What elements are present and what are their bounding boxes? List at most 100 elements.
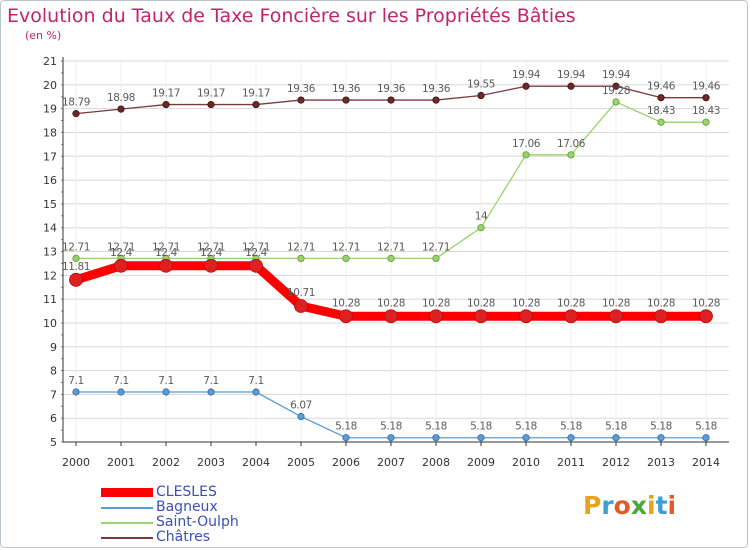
data-label: 19.55 bbox=[467, 79, 495, 91]
data-label: 12.4 bbox=[200, 247, 222, 259]
x-tick-label: 2003 bbox=[197, 456, 225, 469]
data-point bbox=[207, 388, 215, 396]
data-label: 19.17 bbox=[242, 88, 270, 100]
grid: 5 6 7 8 9 10 11 12 13 14 15 16 17 18 19 20 21 bbox=[43, 55, 729, 449]
data-point bbox=[702, 94, 710, 102]
data-label: 5.18 bbox=[470, 421, 492, 433]
x-tick-label: 2013 bbox=[647, 456, 675, 469]
data-label: 17.06 bbox=[512, 138, 541, 150]
x-tick-label: 2011 bbox=[557, 456, 585, 469]
data-point bbox=[69, 272, 83, 287]
data-point bbox=[609, 309, 623, 324]
data-point bbox=[477, 434, 485, 442]
data-label: 19.36 bbox=[287, 83, 316, 95]
data-label: 10.28 bbox=[692, 297, 720, 309]
data-label: 18.43 bbox=[692, 105, 720, 117]
data-point bbox=[297, 412, 305, 421]
logo-letter: i bbox=[647, 491, 656, 520]
data-label: 5.18 bbox=[560, 421, 582, 433]
data-point bbox=[159, 258, 173, 273]
logo-letter: P bbox=[583, 491, 602, 520]
data-point bbox=[612, 98, 620, 106]
data-label: 19.28 bbox=[602, 85, 630, 97]
data-label: 5.18 bbox=[650, 421, 672, 433]
data-label: 10.28 bbox=[422, 297, 450, 309]
data-point bbox=[477, 91, 485, 100]
data-label: 12.71 bbox=[377, 241, 405, 253]
data-point bbox=[522, 151, 530, 159]
data-label: 19.17 bbox=[152, 88, 180, 100]
y-tick-label: 14 bbox=[43, 222, 57, 235]
data-point bbox=[342, 96, 350, 104]
y-tick-label: 19 bbox=[43, 103, 57, 116]
data-point bbox=[657, 118, 665, 126]
logo-letter: i bbox=[667, 491, 677, 520]
legend-swatch bbox=[101, 522, 153, 524]
y-tick-label: 20 bbox=[43, 79, 57, 92]
data-label: 17.06 bbox=[557, 138, 586, 150]
y-tick-label: 6 bbox=[50, 412, 57, 425]
data-point bbox=[657, 94, 665, 102]
data-point bbox=[612, 82, 620, 90]
data-label: 10.28 bbox=[557, 297, 585, 309]
x-tick-label: 2009 bbox=[467, 456, 495, 469]
data-point bbox=[519, 309, 533, 324]
data-label: 19.94 bbox=[512, 69, 541, 81]
data-point bbox=[702, 434, 710, 442]
data-point bbox=[117, 388, 125, 396]
data-point bbox=[657, 434, 665, 442]
data-point bbox=[474, 309, 488, 324]
chart-subtitle: (en %) bbox=[25, 29, 62, 42]
data-point bbox=[522, 82, 530, 90]
data-point bbox=[342, 434, 350, 442]
y-tick-label: 21 bbox=[43, 55, 57, 68]
logo-letter: x bbox=[630, 491, 647, 520]
data-point bbox=[567, 434, 575, 442]
data-point bbox=[294, 299, 308, 313]
data-point bbox=[114, 258, 128, 273]
data-point bbox=[432, 434, 440, 442]
x-tick-label: 2005 bbox=[287, 456, 315, 469]
y-tick-label: 11 bbox=[43, 293, 57, 306]
data-label: 12.4 bbox=[245, 247, 267, 259]
y-tick-label: 12 bbox=[43, 269, 57, 282]
data-label: 12.71 bbox=[242, 241, 270, 253]
data-point bbox=[342, 254, 350, 263]
x-tick-label: 2012 bbox=[602, 456, 630, 469]
data-label: 19.36 bbox=[377, 83, 406, 95]
data-point bbox=[387, 254, 395, 263]
proxiti-logo: Proxiti bbox=[583, 491, 676, 520]
data-label: 10.28 bbox=[602, 297, 630, 309]
data-point bbox=[432, 96, 440, 104]
x-tick-label: 2002 bbox=[152, 456, 180, 469]
data-label: 5.18 bbox=[335, 421, 357, 433]
legend-swatch bbox=[101, 488, 153, 497]
data-label: 12.71 bbox=[332, 241, 360, 253]
legend-label: Bagneux bbox=[156, 499, 218, 515]
data-label: 7.1 bbox=[113, 375, 129, 387]
data-label: 19.36 bbox=[332, 83, 361, 95]
y-tick-label: 13 bbox=[43, 246, 57, 259]
chart-title: Evolution du Taux de Taxe Foncière sur l… bbox=[7, 5, 576, 27]
data-label: 12.71 bbox=[422, 241, 450, 253]
data-label: 5.18 bbox=[425, 421, 447, 433]
data-point bbox=[702, 118, 710, 126]
data-label: 10.28 bbox=[332, 297, 360, 309]
x-tick-label: 2004 bbox=[242, 456, 270, 469]
data-label: 7.1 bbox=[203, 375, 219, 387]
data-point bbox=[654, 309, 668, 324]
data-label: 5.18 bbox=[515, 421, 537, 433]
data-label: 7.1 bbox=[158, 375, 174, 387]
data-label: 19.94 bbox=[557, 69, 586, 81]
y-tick-label: 17 bbox=[43, 150, 57, 163]
legend-label: CLESLES bbox=[156, 484, 217, 500]
data-label: 18.79 bbox=[62, 97, 90, 109]
data-label: 12.4 bbox=[155, 247, 177, 259]
data-point bbox=[297, 254, 305, 263]
data-point bbox=[567, 82, 575, 90]
legend-swatch bbox=[101, 537, 153, 539]
data-point bbox=[162, 100, 170, 109]
data-point bbox=[249, 258, 263, 273]
